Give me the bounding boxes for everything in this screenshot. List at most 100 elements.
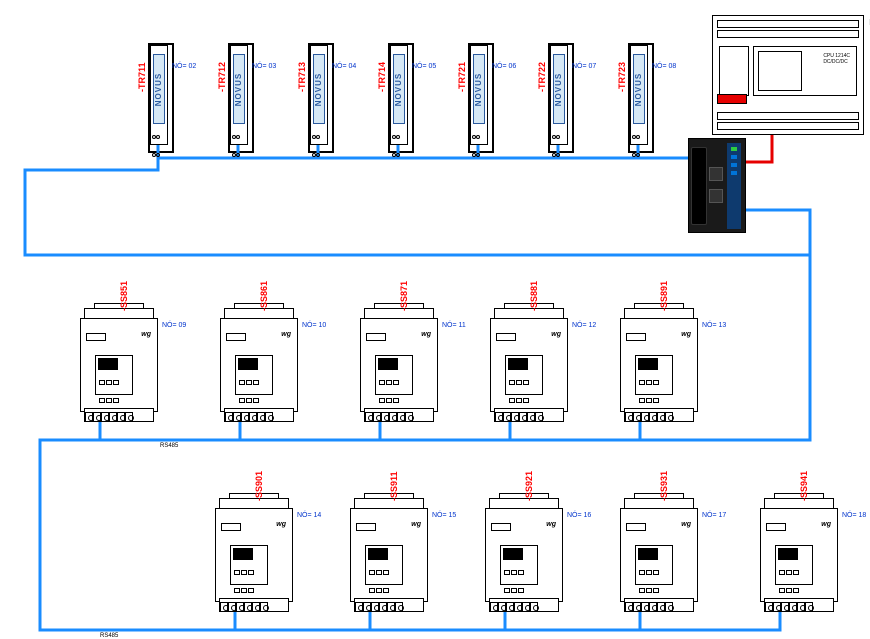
drive-badge xyxy=(366,333,386,341)
gateway-led-green xyxy=(731,147,737,151)
novus-brand: NOVUS xyxy=(395,72,404,105)
novus-node-label: NÓ= 08 xyxy=(652,63,676,70)
drive-tag: -SS881 xyxy=(529,281,539,311)
plc-module-2: CPU 1214CDC/DC/DC xyxy=(753,46,857,96)
drive-body: wg xyxy=(620,508,698,602)
novus-tag: -TR712 xyxy=(217,62,227,92)
drive-tag: -SS871 xyxy=(399,281,409,311)
drive-device: wg xyxy=(80,310,158,420)
drive-tag: -SS901 xyxy=(254,471,264,501)
plc-term-top xyxy=(717,20,859,28)
novus-face: NOVUS xyxy=(153,54,165,124)
drive-tag: -SS911 xyxy=(389,471,399,501)
novus-face: NOVUS xyxy=(553,54,565,124)
drive-screen xyxy=(778,548,798,560)
drive-device: wg xyxy=(620,310,698,420)
drive-terminals xyxy=(224,408,294,422)
novus-face: NOVUS xyxy=(313,54,325,124)
drive-terminals xyxy=(219,598,289,612)
plc-text: CPU 1214CDC/DC/DC xyxy=(823,53,850,65)
drive-terminals xyxy=(624,408,694,422)
drive-node-label: NÓ= 12 xyxy=(572,322,596,329)
drive-buttons xyxy=(98,372,132,394)
drive-hmi xyxy=(635,355,673,395)
bus-wire xyxy=(478,145,558,158)
drive-screen xyxy=(378,358,398,370)
rs485-label-2: RS485 xyxy=(100,633,118,639)
novus-tag: -TR711 xyxy=(137,62,147,92)
novus-device: NOVUS xyxy=(630,45,648,145)
plc-unit: N CPU 1214CDC/DC/DC xyxy=(712,15,864,135)
drive-body: wg xyxy=(490,318,568,412)
drive-device: wg xyxy=(220,310,298,420)
gateway-port-1 xyxy=(709,167,723,181)
drive-node-label: NÓ= 11 xyxy=(442,322,466,329)
drive-badge xyxy=(626,333,646,341)
drive-screen xyxy=(238,358,258,370)
drive-device: wg xyxy=(760,500,838,610)
drive-hmi xyxy=(500,545,538,585)
novus-brand: NOVUS xyxy=(155,72,164,105)
drive-screen xyxy=(508,358,528,370)
drive-logo: wg xyxy=(681,521,691,528)
drive-badge xyxy=(226,333,246,341)
novus-face: NOVUS xyxy=(633,54,645,124)
drive-logo: wg xyxy=(551,331,561,338)
novus-face: NOVUS xyxy=(393,54,405,124)
novus-tag: -TR713 xyxy=(297,62,307,92)
gateway-led-blue-2 xyxy=(731,163,737,167)
plc-module-1 xyxy=(719,46,749,96)
novus-face: NOVUS xyxy=(473,54,485,124)
drive-screen xyxy=(368,548,388,560)
plc-term-top2 xyxy=(717,30,859,38)
bus-wire xyxy=(398,145,478,158)
plc-red-port xyxy=(717,94,747,104)
drive-buttons xyxy=(503,562,537,584)
novus-device: NOVUS xyxy=(230,45,248,145)
plc-sub-1 xyxy=(758,51,802,91)
drive-hmi xyxy=(235,355,273,395)
rs485-label-1: RS485 xyxy=(160,443,178,449)
drive-terminals xyxy=(84,408,154,422)
drive-body: wg xyxy=(760,508,838,602)
novus-brand: NOVUS xyxy=(555,72,564,105)
drive-hmi xyxy=(230,545,268,585)
gateway-port-2 xyxy=(709,189,723,203)
plc-term-bot2 xyxy=(717,122,859,130)
novus-tag: -TR723 xyxy=(617,62,627,92)
bus-wire xyxy=(558,145,638,158)
drive-screen xyxy=(233,548,253,560)
novus-terminals xyxy=(392,126,406,142)
drive-device: wg xyxy=(350,500,428,610)
novus-node-label: NÓ= 06 xyxy=(492,63,516,70)
gateway-led-blue-3 xyxy=(731,171,737,175)
novus-device: NOVUS xyxy=(470,45,488,145)
drive-logo: wg xyxy=(281,331,291,338)
drive-device: wg xyxy=(620,500,698,610)
bus-wire xyxy=(238,145,318,158)
novus-brand: NOVUS xyxy=(315,72,324,105)
drive-badge xyxy=(221,523,241,531)
drive-buttons xyxy=(508,372,542,394)
gateway-front xyxy=(691,147,707,225)
drive-body: wg xyxy=(485,508,563,602)
novus-tag: -TR721 xyxy=(457,62,467,92)
drive-logo: wg xyxy=(546,521,556,528)
gateway-module xyxy=(688,138,746,233)
drive-node-label: NÓ= 13 xyxy=(702,322,726,329)
drive-node-label: NÓ= 17 xyxy=(702,512,726,519)
drive-tag: -SS921 xyxy=(524,471,534,501)
bus-wire xyxy=(100,255,810,440)
drive-tag: -SS861 xyxy=(259,281,269,311)
novus-terminals xyxy=(552,126,566,142)
drive-node-label: NÓ= 16 xyxy=(567,512,591,519)
novus-node-label: NÓ= 05 xyxy=(412,63,436,70)
drive-terminals xyxy=(354,598,424,612)
drive-buttons xyxy=(238,372,272,394)
drive-hmi xyxy=(505,355,543,395)
drive-tag: -SS931 xyxy=(659,471,669,501)
novus-tag: -TR714 xyxy=(377,62,387,92)
drive-terminals xyxy=(764,598,834,612)
plc-term-bot1 xyxy=(717,112,859,120)
drive-node-label: NÓ= 18 xyxy=(842,512,866,519)
